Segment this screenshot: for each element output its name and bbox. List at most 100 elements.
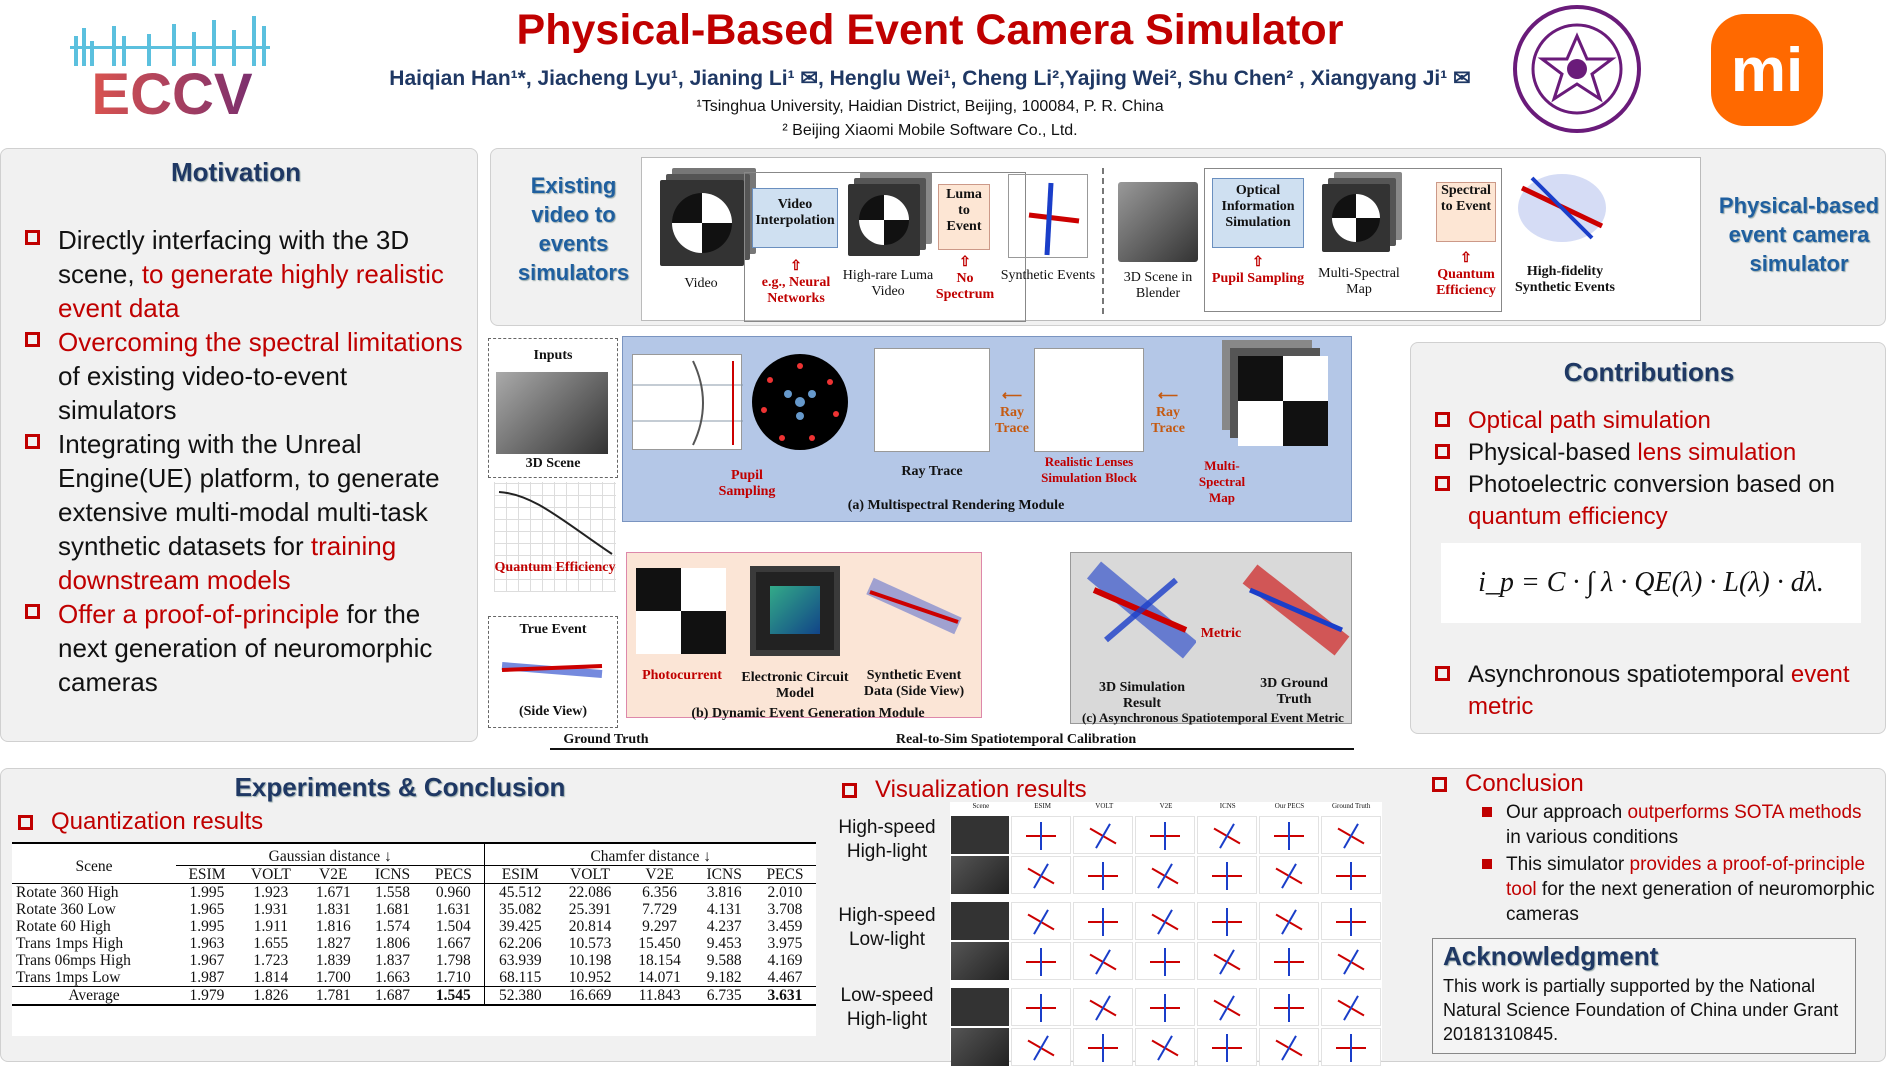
table-cell: 52.380 <box>484 986 556 1005</box>
table-col-header: ESIM <box>188 866 226 883</box>
vis-event-thumb <box>1135 1028 1195 1066</box>
vis-event-thumb <box>1073 1028 1133 1066</box>
vis-event-thumb <box>1073 902 1133 940</box>
table-cell: 1.700 <box>315 969 351 986</box>
hifi-events-img <box>1512 168 1610 248</box>
ground-truth-label: Ground Truth <box>563 732 649 747</box>
table-cell: 1.987 <box>189 969 225 986</box>
vis-event-thumb <box>1135 902 1195 940</box>
experiments-title: Experiments & Conclusion <box>234 772 566 802</box>
table-cell: 1.995 <box>189 918 225 935</box>
bullet-box-icon <box>1435 412 1450 427</box>
module-a-label: (a) Multispectral Rendering Module <box>847 498 1065 513</box>
table-col-header: PECS <box>434 866 472 883</box>
table-cell: 45.512 <box>484 883 556 901</box>
multispec-stack <box>1322 184 1390 252</box>
contribution-item: Asynchronous spatiotemporal event metric <box>1435 659 1885 723</box>
bullet-box-icon <box>1435 444 1450 459</box>
table-cell: 1.831 <box>315 901 351 918</box>
table-cell: 4.237 <box>706 918 742 935</box>
vis-event-thumb <box>1073 988 1133 1026</box>
table-cell: 1.671 <box>315 884 351 901</box>
vis-scene-thumb <box>951 1028 1009 1066</box>
pupil-sampling-label: ⇧ Pupil Sampling <box>1211 255 1305 286</box>
true-event-img <box>498 644 608 694</box>
table-cell: 4.169 <box>767 952 803 969</box>
bullet-box-icon <box>25 434 40 449</box>
motivation-item: Directly interfacing with the 3D scene, … <box>25 223 465 325</box>
vis-event-thumb <box>1259 856 1319 894</box>
table-cell: 2.010 <box>767 884 803 901</box>
blender-scene <box>1118 182 1198 262</box>
table-cell: 1.558 <box>375 884 410 901</box>
highrate-stack <box>848 184 920 256</box>
table-col-header: VOLT <box>250 866 291 883</box>
table-cell: 3.975 <box>767 935 803 952</box>
highrate-label: High-rare Luma Video <box>842 268 934 299</box>
table-cell: 1.979 <box>189 987 225 1004</box>
table-cell: 7.729 <box>642 901 678 918</box>
inputs-label: Inputs <box>533 348 573 363</box>
calibration-line <box>550 748 1354 750</box>
bullet-box-icon <box>1435 666 1450 681</box>
vis-event-thumb <box>1259 988 1319 1026</box>
table-cell: 10.573 <box>568 935 612 952</box>
contribution-item: Optical path simulation <box>1435 405 1885 437</box>
dashed-divider <box>1102 168 1104 314</box>
table-cell: 3.459 <box>767 918 803 935</box>
luma-box: Luma to Event <box>938 184 990 250</box>
vis-event-thumb <box>1259 1028 1319 1066</box>
table-cell: 1.574 <box>375 918 410 935</box>
table-cell: 0.960 <box>435 884 471 901</box>
vis-event-thumb <box>1011 902 1071 940</box>
table-cell: 1.816 <box>315 918 351 935</box>
table-cell: 1.545 <box>435 987 471 1004</box>
table-col-header: ESIM <box>484 865 556 884</box>
table-cell: Trans 06mps High <box>16 952 131 969</box>
table-cell: 1.965 <box>189 901 225 918</box>
table-cell: 1.995 <box>189 884 225 901</box>
bullet-box-icon <box>842 782 857 798</box>
vis-event-thumb <box>1073 942 1133 980</box>
optical-box: Optical Information Simulation <box>1212 178 1304 248</box>
vis-event-thumb <box>1197 856 1257 894</box>
vis-row <box>950 856 1382 894</box>
vis-event-thumb <box>1073 856 1133 894</box>
video-interp-box: Video Interpolation <box>752 188 838 248</box>
table-col-header: V2E <box>645 866 674 883</box>
table-cell: 1.798 <box>435 952 471 969</box>
ack-box: Acknowledgment This work is partially su… <box>1432 938 1856 1054</box>
qe-input-label: Quantum Efficiency <box>494 560 616 575</box>
pupil-label: Pupil Sampling <box>718 468 776 499</box>
raytrace-label: Ray Trace <box>901 464 963 479</box>
vis-col-header: Ground Truth <box>1332 802 1371 810</box>
table-cell: 4.131 <box>706 901 742 918</box>
bullet-box-icon <box>25 604 40 619</box>
existing-simulators-label: Existing video to events simulators <box>517 173 630 285</box>
vis-scene-thumb <box>951 816 1009 854</box>
vis-body <box>950 816 1382 1066</box>
sim3d-img <box>1086 560 1198 660</box>
table-cell: 9.453 <box>706 935 742 952</box>
vis-row <box>950 816 1382 854</box>
motivation-item: Overcoming the spectral limitations of e… <box>25 325 465 427</box>
table-col-header: VOLT <box>570 866 610 883</box>
vis-col-header: ICNS <box>1219 802 1236 810</box>
author-list: Haiqian Han¹*, Jiacheng Lyu¹, Jianing Li… <box>389 67 1471 90</box>
conclusion-list: Our approach outperforms SOTA methods in… <box>1482 800 1878 927</box>
poster-title: Physical-Based Event Camera Simulator <box>516 6 1344 54</box>
vis-col-header: Scene <box>972 802 990 810</box>
vis-event-thumb <box>1259 942 1319 980</box>
scene3d-img <box>496 372 608 454</box>
vis-event-thumb <box>1073 816 1133 854</box>
video-stack <box>660 180 744 266</box>
ack-title: Acknowledgment <box>1443 941 1659 971</box>
spectral-box: Spectral to Event <box>1436 182 1496 242</box>
table-cell: 9.297 <box>642 918 678 935</box>
conclusion-heading: Conclusion <box>1432 770 1584 798</box>
table-cell: 1.827 <box>315 935 351 952</box>
vis-event-thumb <box>1321 856 1381 894</box>
table-cell: 15.450 <box>638 935 681 952</box>
vis-col-headers: Scene ESIM VOLT V2E ICNS Our PECS Ground Truth <box>950 802 1382 814</box>
table-cell: Trans 1mps High <box>16 935 124 952</box>
